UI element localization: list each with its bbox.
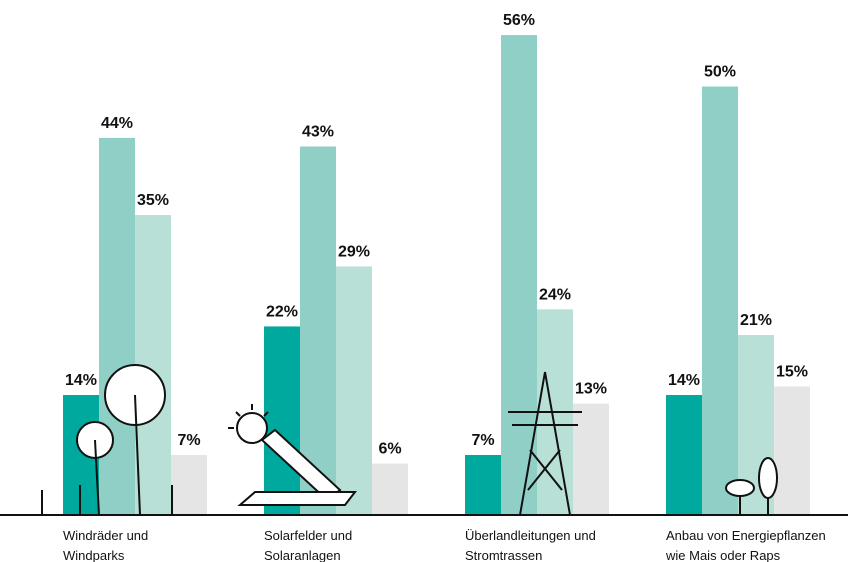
value-label: 14%: [668, 372, 700, 389]
pylon-icon: [508, 371, 582, 516]
plant-icon: [725, 457, 778, 515]
bar: [372, 463, 408, 515]
value-label: 29%: [338, 243, 370, 260]
value-label: 43%: [302, 123, 334, 140]
value-label: 15%: [776, 363, 808, 380]
bar: [465, 455, 501, 515]
bar: [666, 395, 702, 515]
value-label: 7%: [471, 432, 494, 449]
value-label: 24%: [539, 286, 571, 303]
value-label: 14%: [65, 372, 97, 389]
category-label: Windräder und Windparks: [63, 528, 149, 562]
solar-icon: [228, 404, 358, 506]
wind-icon: [41, 364, 173, 516]
category-label: Überlandleitungen und Stromtrassen: [465, 528, 596, 562]
value-label: 44%: [101, 115, 133, 132]
category-label: Solarfelder und Solaranlagen: [264, 528, 353, 562]
category-label: Anbau von Energiepflanzen wie Mais oder …: [666, 528, 826, 562]
value-label: 56%: [503, 12, 535, 29]
bar: [501, 35, 537, 516]
bar: [573, 403, 609, 515]
bar: [774, 386, 810, 515]
bar: [702, 86, 738, 515]
bar: [264, 326, 300, 515]
value-label: 21%: [740, 312, 772, 329]
value-label: 7%: [177, 432, 200, 449]
value-label: 13%: [575, 381, 607, 398]
value-label: 6%: [378, 441, 401, 458]
bar: [300, 146, 336, 516]
bar: [171, 455, 207, 515]
value-label: 50%: [704, 64, 736, 81]
value-label: 35%: [137, 192, 169, 209]
bar: [336, 266, 372, 515]
value-label: 22%: [266, 303, 298, 320]
